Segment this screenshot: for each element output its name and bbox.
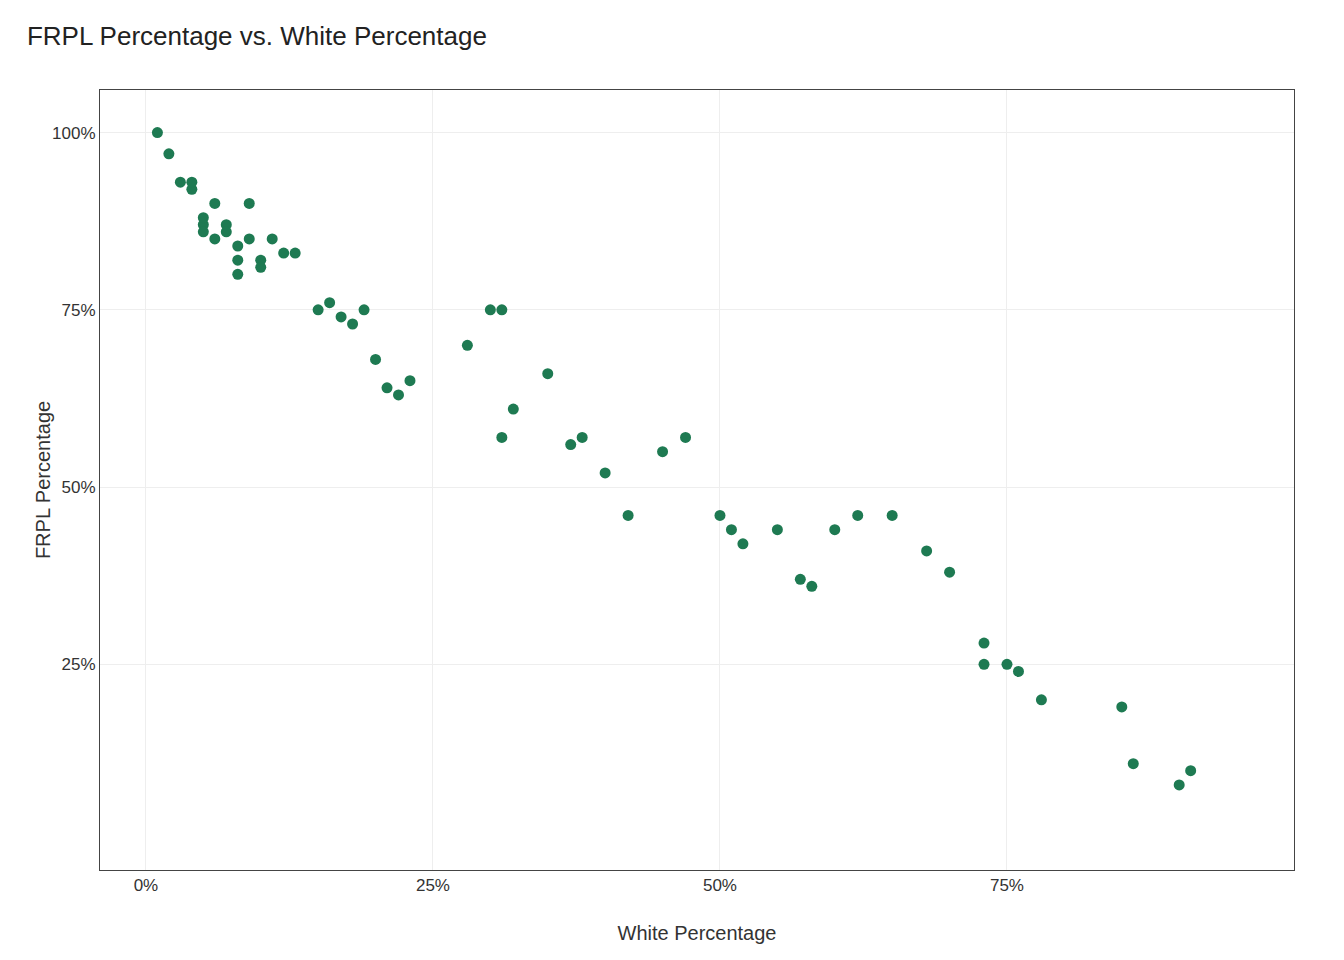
svg-text:25%: 25% — [416, 876, 450, 895]
svg-text:75%: 75% — [62, 301, 96, 320]
svg-text:50%: 50% — [62, 478, 96, 497]
svg-text:50%: 50% — [703, 876, 737, 895]
svg-text:0%: 0% — [134, 876, 159, 895]
svg-text:FRPL Percentage vs. White Perc: FRPL Percentage vs. White Percentage — [27, 21, 487, 51]
svg-text:FRPL Percentage: FRPL Percentage — [32, 401, 54, 559]
svg-text:75%: 75% — [990, 876, 1024, 895]
svg-text:100%: 100% — [52, 124, 95, 143]
svg-text:25%: 25% — [62, 655, 96, 674]
svg-text:White Percentage: White Percentage — [618, 922, 777, 944]
